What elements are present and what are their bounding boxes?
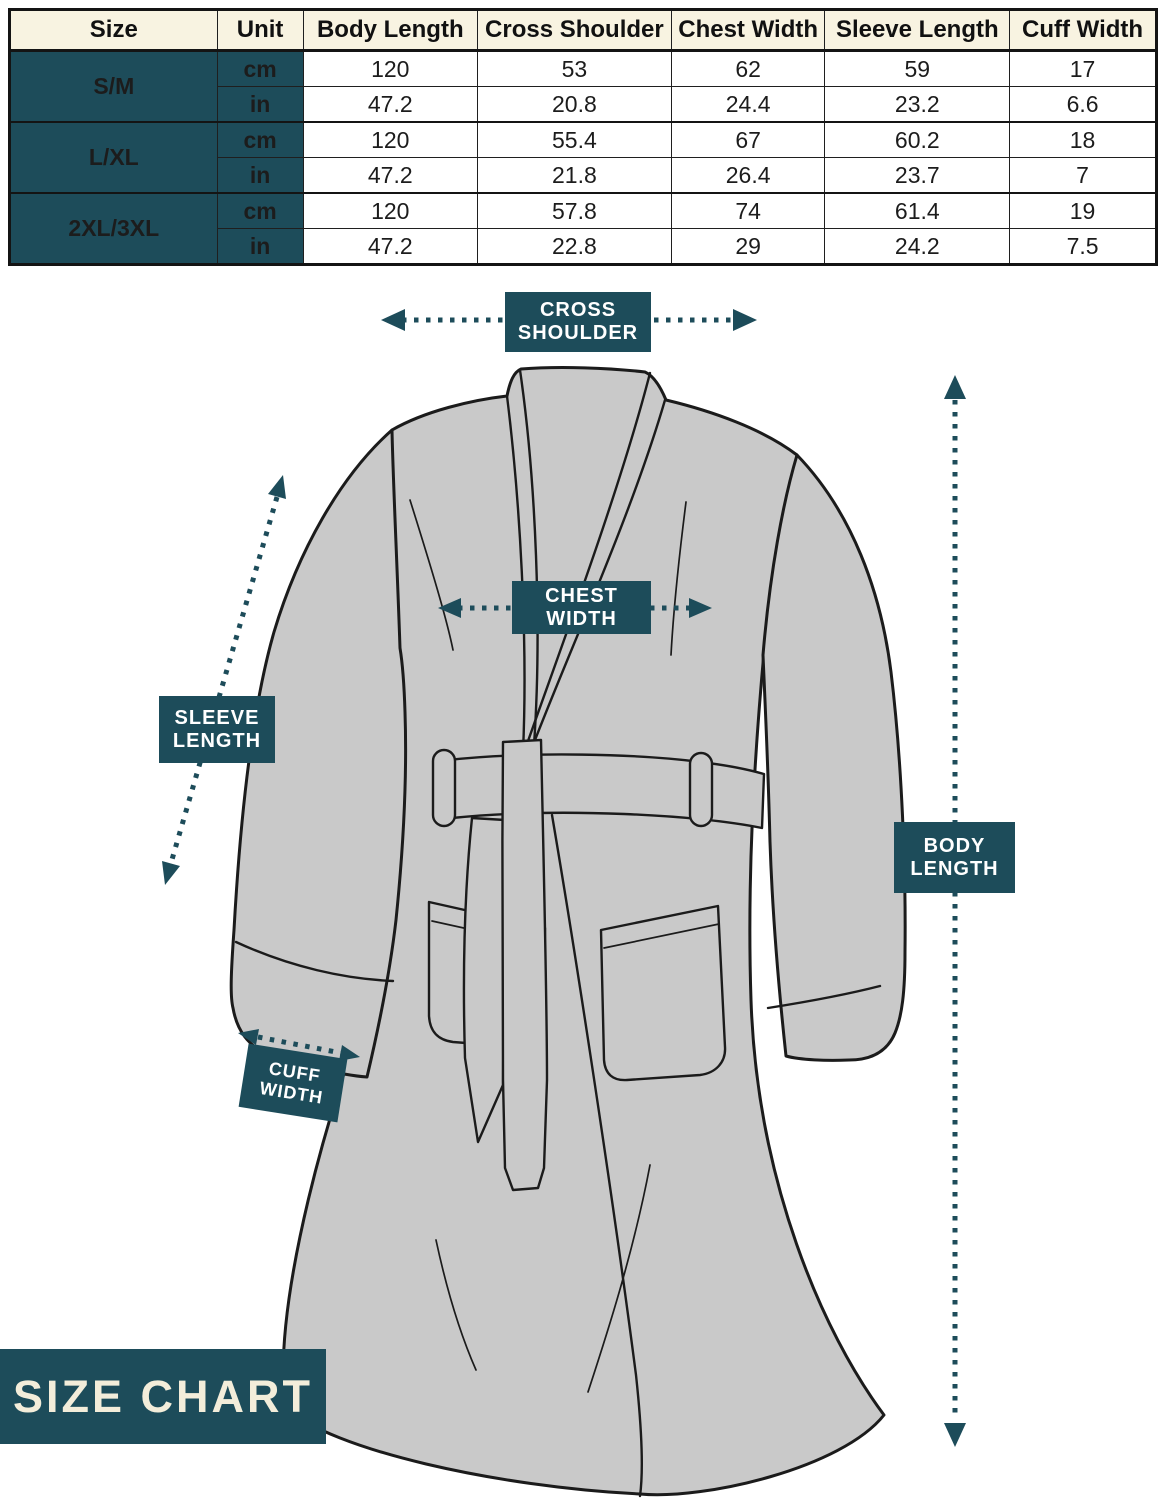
column-header-sleeve-length: Sleeve Length <box>824 9 1011 52</box>
chest-width-label-line2: WIDTH <box>546 607 617 630</box>
sleeve-length-label: SLEEVE LENGTH <box>159 696 275 763</box>
value-cell: 53 <box>476 49 672 87</box>
unit-cell: in <box>216 157 304 194</box>
value-cell: 7.5 <box>1009 228 1157 265</box>
sleeve-length-label-line2: LENGTH <box>172 729 262 752</box>
value-cell: 22.8 <box>476 228 672 265</box>
unit-cell: in <box>216 86 304 123</box>
table-header-row: Size Unit Body Length Cross Shoulder Che… <box>9 9 1157 52</box>
unit-cell: in <box>216 228 304 265</box>
right-pocket <box>599 904 727 1082</box>
cuff-line-right <box>766 984 882 1010</box>
column-header-size: Size <box>9 9 218 52</box>
value-cell: 6.6 <box>1009 86 1157 123</box>
value-cell: 47.2 <box>302 228 478 265</box>
size-table: Size Unit Body Length Cross Shoulder Che… <box>8 8 1158 266</box>
body-length-arrow <box>944 375 966 1447</box>
value-cell: 23.7 <box>824 157 1011 194</box>
value-cell: 47.2 <box>302 157 478 194</box>
value-cell: 120 <box>302 121 478 158</box>
belt-loop-left <box>431 748 457 828</box>
value-cell: 60.2 <box>824 121 1011 158</box>
value-cell: 24.2 <box>824 228 1011 265</box>
crease-lines <box>409 499 687 1393</box>
value-cell: 61.4 <box>824 192 1011 229</box>
robe-collar <box>505 368 667 755</box>
value-cell: 29 <box>670 228 826 265</box>
sleeve-length-arrow <box>162 475 286 885</box>
column-header-unit: Unit <box>216 9 304 52</box>
cuff-width-arrow <box>238 1029 360 1061</box>
value-cell: 7 <box>1009 157 1157 194</box>
unit-cell: cm <box>216 192 304 229</box>
column-header-cuff-width: Cuff Width <box>1009 9 1157 52</box>
chest-width-label-line1: CHEST <box>545 584 618 607</box>
column-header-body-length: Body Length <box>302 9 478 52</box>
value-cell: 18 <box>1009 121 1157 158</box>
body-length-label-line1: BODY <box>923 834 986 857</box>
size-chart-title: SIZE CHART <box>0 1349 326 1444</box>
value-cell: 59 <box>824 49 1011 87</box>
value-cell: 24.4 <box>670 86 826 123</box>
cross-shoulder-label: CROSS SHOULDER <box>505 292 651 352</box>
cuff-line-left <box>234 940 395 983</box>
value-cell: 74 <box>670 192 826 229</box>
cross-shoulder-label-line2: SHOULDER <box>517 322 639 344</box>
size-chart-title-text: SIZE CHART <box>13 1370 313 1422</box>
value-cell: 19 <box>1009 192 1157 229</box>
belt-tie-back <box>462 816 507 1144</box>
chest-width-arrow <box>438 598 712 618</box>
size-cell: 2XL/3XL <box>9 192 218 265</box>
cross-shoulder-label-line1: CROSS <box>539 299 617 322</box>
value-cell: 23.2 <box>824 86 1011 123</box>
size-cell: L/XL <box>9 121 218 194</box>
value-cell: 120 <box>302 49 478 87</box>
chest-width-label: CHEST WIDTH <box>512 581 651 634</box>
value-cell: 67 <box>670 121 826 158</box>
column-header-chest-width: Chest Width <box>670 9 826 52</box>
column-header-cross-shoulder: Cross Shoulder <box>476 9 672 52</box>
value-cell: 26.4 <box>670 157 826 194</box>
value-cell: 20.8 <box>476 86 672 123</box>
table-row: in 47.2 22.8 29 24.2 7.5 <box>10 228 1157 265</box>
belt-loop-right <box>688 751 714 828</box>
sleeve-length-label-line1: SLEEVE <box>174 706 260 729</box>
body-length-label-line2: LENGTH <box>910 857 999 880</box>
front-overlap-line <box>550 813 644 1498</box>
body-length-label: BODY LENGTH <box>894 822 1015 893</box>
table-row: S/M cm 120 53 62 59 17 <box>9 49 1157 123</box>
value-cell: 17 <box>1009 49 1157 87</box>
value-cell: 57.8 <box>476 192 672 229</box>
size-cell: S/M <box>9 49 218 123</box>
cross-shoulder-arrow <box>381 309 757 331</box>
table-row: L/XL cm 120 55.4 67 60.2 18 <box>9 121 1157 194</box>
robe-right-sleeve <box>761 453 907 1062</box>
table-row: 2XL/3XL cm 120 57.8 74 61.4 19 <box>9 192 1157 265</box>
value-cell: 120 <box>302 192 478 229</box>
belt-tie-front <box>501 738 549 1192</box>
